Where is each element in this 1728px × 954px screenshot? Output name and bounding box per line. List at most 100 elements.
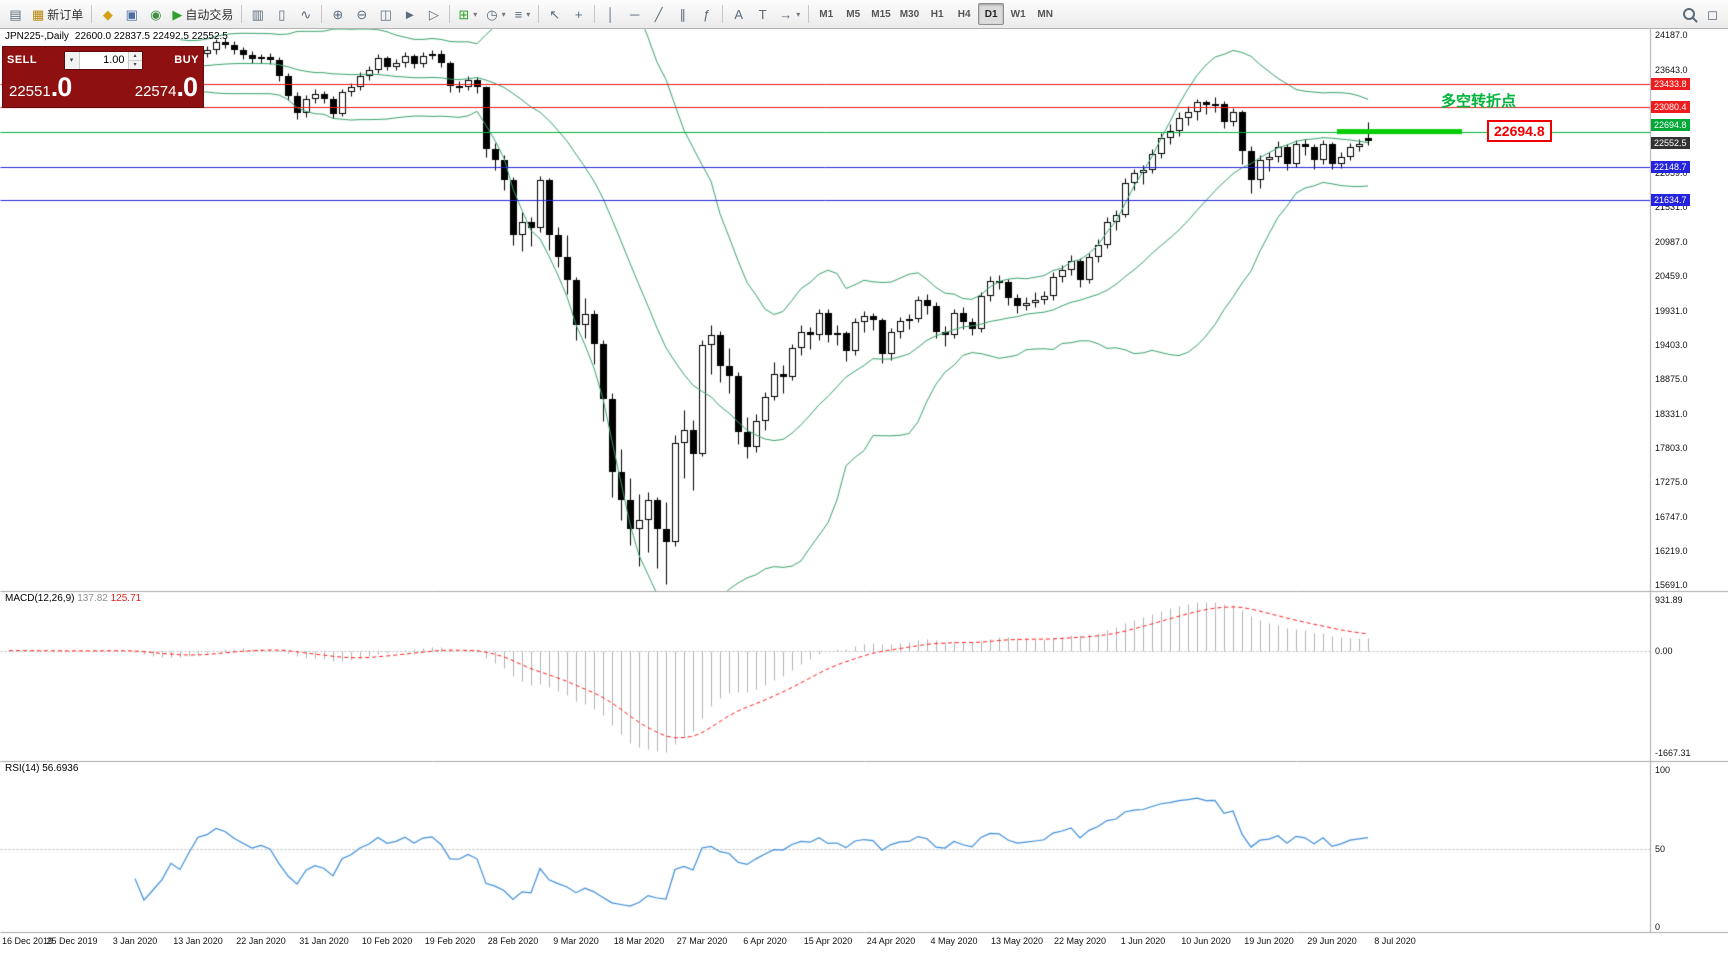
price-axis-label: 19403.0 — [1655, 339, 1688, 350]
ohlc-bars-icon: ▥ — [251, 6, 264, 22]
timeframe-button-mn[interactable]: MN — [1032, 3, 1058, 25]
toolbar-separator — [449, 5, 451, 23]
price-axis-label: 21531.0 — [1655, 201, 1688, 212]
candlestick-chart-icon[interactable]: ▯ — [270, 3, 293, 25]
volume-increase-button[interactable]: ▴ — [128, 51, 142, 61]
timeframe-button-h1[interactable]: H1 — [924, 3, 950, 25]
tile-windows-icon: ◫ — [379, 6, 392, 22]
new-chart-icon[interactable]: ▤ — [4, 3, 27, 25]
date-axis-label: 22 May 2020 — [1053, 936, 1107, 946]
timeframe-button-m15[interactable]: M15 — [867, 3, 894, 25]
date-axis-label: 13 May 2020 — [990, 936, 1044, 946]
timeframe-button-m5[interactable]: M5 — [840, 3, 866, 25]
navigator-icon: ◉ — [150, 6, 162, 22]
date-axis-label: 29 Jun 2020 — [1307, 936, 1357, 946]
date-axis-label: 19 Jun 2020 — [1244, 936, 1294, 946]
date-axis-label: 19 Feb 2020 — [424, 936, 476, 946]
text-icon: A — [734, 6, 744, 22]
tile-windows-icon[interactable]: ◫ — [374, 3, 397, 25]
rsi-axis-label: 100 — [1655, 765, 1671, 775]
horizontal-line-icon: ─ — [630, 6, 640, 22]
rsi-axis-label: 50 — [1655, 844, 1666, 854]
candlestick-chart-icon: ▯ — [278, 6, 286, 22]
ohlc-bars-icon[interactable]: ▥ — [246, 3, 269, 25]
price-axis-label: 17803.0 — [1655, 443, 1688, 454]
new-order-button[interactable]: ▦ 新订单 — [28, 3, 87, 25]
autotrading-button[interactable]: ▶ 自动交易 — [168, 3, 237, 25]
chart-shift-icon[interactable]: ▷ — [422, 3, 445, 25]
periods-button: ◷ — [486, 6, 498, 22]
macd-axis-label: -1667.31 — [1655, 748, 1691, 758]
date-axis-label: 15 Apr 2020 — [803, 936, 853, 946]
chevron-down-icon: ▾ — [526, 9, 531, 19]
price-axis-label: 20987.0 — [1655, 237, 1688, 248]
zoom-out-icon: ⊖ — [356, 6, 368, 22]
sell-price[interactable]: 22551.0 — [9, 72, 72, 102]
date-axis-label: 22 Jan 2020 — [236, 936, 286, 946]
templates-button[interactable]: ≡ ▾ — [511, 3, 535, 25]
vertical-line-icon: │ — [606, 6, 615, 22]
timeframe-button-d1[interactable]: D1 — [978, 3, 1005, 25]
cursor-icon: ↖ — [549, 6, 561, 22]
macd-signal-value: 125.71 — [110, 593, 142, 604]
price-level-badge: 21634.7 — [1651, 194, 1690, 207]
indicators-button[interactable]: ⊞ ▾ — [454, 3, 481, 25]
price-axis-label: 19931.0 — [1655, 305, 1688, 316]
cursor-icon[interactable]: ↖ — [543, 3, 566, 25]
new-window-icon[interactable]: ◻ — [1701, 3, 1724, 25]
timeframe-button-w1[interactable]: W1 — [1005, 3, 1031, 25]
trendline-icon[interactable]: ╱ — [647, 3, 670, 25]
price-axis-label: 23643.0 — [1655, 65, 1688, 76]
rsi-value: 56.6936 — [42, 763, 79, 774]
auto-scroll-icon: ► — [403, 6, 417, 22]
volume-decrease-button[interactable]: ▾ — [128, 60, 142, 69]
volume-dropdown-button[interactable]: ▾ — [64, 51, 80, 69]
buy-button[interactable]: BUY — [174, 54, 199, 66]
new-order-button: ▦ — [32, 6, 45, 22]
price-level-badge: 22694.8 — [1651, 118, 1690, 131]
zoom-out-icon[interactable]: ⊖ — [350, 3, 373, 25]
vertical-line-icon[interactable]: │ — [599, 3, 622, 25]
search-button[interactable] — [1677, 3, 1700, 25]
timeframe-button-m1[interactable]: M1 — [813, 3, 839, 25]
line-chart-icon: ∿ — [300, 6, 312, 22]
volume-steppers: ▴ ▾ — [127, 51, 142, 69]
buy-price[interactable]: 22574.0 — [134, 72, 198, 102]
text-label-icon[interactable]: T — [751, 3, 774, 25]
volume-input[interactable] — [79, 51, 128, 69]
macd-main-value: 137.82 — [77, 593, 108, 604]
toolbar-separator — [808, 5, 810, 23]
chevron-down-icon: ▾ — [796, 9, 801, 19]
price-axis-label: 15691.0 — [1655, 580, 1688, 590]
arrows-icon[interactable]: → ▾ — [775, 3, 804, 25]
timeframe-button-h4[interactable]: H4 — [951, 3, 977, 25]
date-axis-label: 24 Apr 2020 — [866, 936, 916, 946]
line-chart-icon[interactable]: ∿ — [294, 3, 317, 25]
crosshair-icon[interactable]: + — [567, 3, 590, 25]
indicators-button: ⊞ — [458, 6, 470, 22]
horizontal-line-icon[interactable]: ─ — [623, 3, 646, 25]
date-axis-label: 9 Mar 2020 — [553, 936, 599, 946]
zoom-in-icon[interactable]: ⊕ — [326, 3, 349, 25]
sell-button[interactable]: SELL — [7, 54, 38, 66]
navigator-icon[interactable]: ◉ — [144, 3, 167, 25]
autotrading-button-label: 自动交易 — [185, 7, 234, 22]
price-axis-label: 24187.0 — [1655, 30, 1688, 40]
market-watch-icon[interactable]: ◆ — [96, 3, 119, 25]
data-window-icon[interactable]: ▣ — [120, 3, 143, 25]
chart-shift-icon: ▷ — [428, 6, 439, 22]
toolbar-separator — [594, 5, 596, 23]
price-level-callout[interactable]: 22694.8 — [1487, 119, 1552, 142]
fibonacci-icon[interactable]: ƒ — [695, 3, 718, 25]
periods-button[interactable]: ◷ ▾ — [482, 3, 509, 25]
timeframe-button-m30[interactable]: M30 — [896, 3, 923, 25]
text-icon[interactable]: A — [727, 3, 750, 25]
equidistant-channel-icon[interactable]: ∥ — [671, 3, 694, 25]
date-axis-label: 6 Apr 2020 — [743, 936, 787, 946]
volume-control: ▾ ▴ ▾ — [63, 50, 143, 70]
auto-scroll-icon[interactable]: ► — [398, 3, 421, 25]
date-axis-label: 28 Feb 2020 — [487, 936, 539, 946]
chart-annotation-text[interactable]: 多空转折点 — [1441, 93, 1517, 110]
